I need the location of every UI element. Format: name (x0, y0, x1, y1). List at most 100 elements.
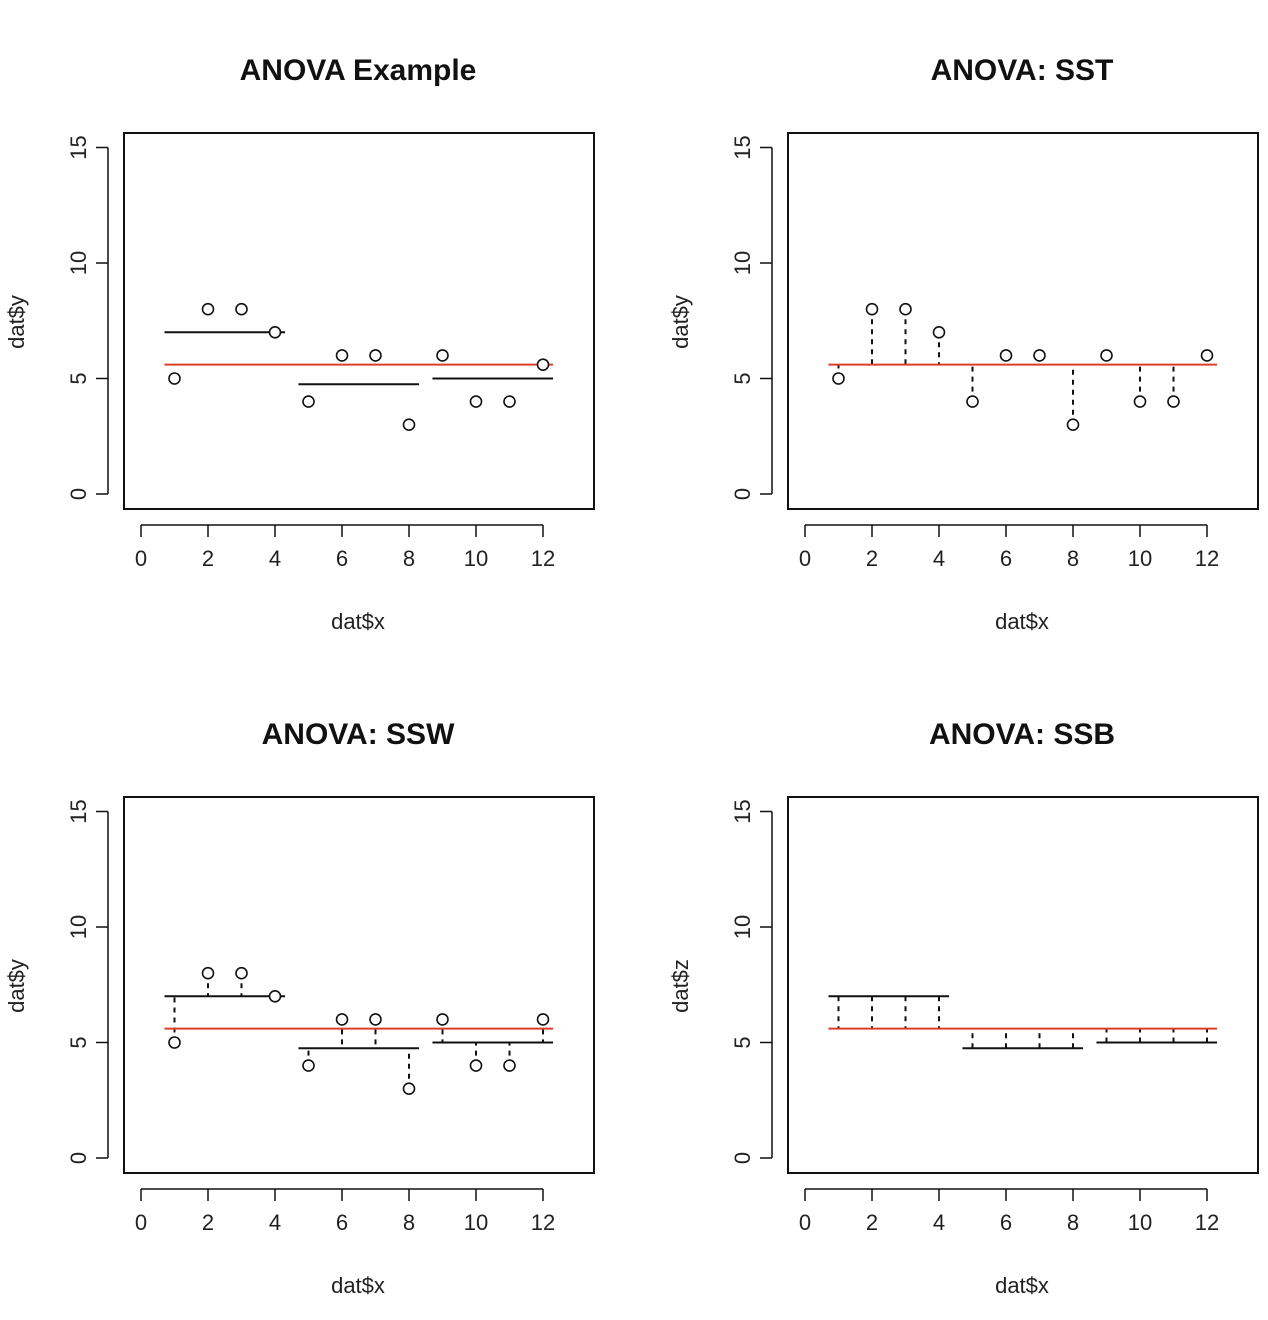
x-tick-label: 8 (403, 1210, 415, 1235)
x-tick-label: 12 (531, 546, 555, 571)
data-point (168, 1036, 181, 1049)
x-tick-label: 2 (866, 546, 878, 571)
chart-title: ANOVA: SSB (929, 718, 1115, 751)
y-tick-label: 10 (66, 251, 91, 275)
data-point (1167, 395, 1180, 408)
plot-marks (828, 302, 1218, 432)
x-tick-label: 12 (531, 1210, 555, 1235)
data-point (369, 349, 382, 362)
data-point (999, 349, 1013, 362)
chart-title: ANOVA: SST (931, 54, 1114, 87)
data-point (966, 395, 979, 408)
y-axis-label: dat$y (668, 295, 693, 349)
x-tick-label: 6 (336, 546, 348, 571)
x-axis-label: dat$x (331, 609, 385, 634)
x-axis: 0 2 4 6 8 10 12 (799, 1188, 1219, 1235)
data-point (335, 349, 349, 362)
y-tick-label: 5 (66, 372, 91, 384)
y-tick-label: 0 (730, 1152, 755, 1164)
y-tick-label: 5 (730, 1036, 755, 1048)
data-point (268, 325, 282, 339)
data-point (436, 349, 449, 362)
x-tick-label: 4 (269, 546, 281, 571)
data-point (1133, 395, 1147, 408)
y-tick-label: 15 (66, 799, 91, 823)
y-tick-label: 10 (730, 251, 755, 275)
x-tick-label: 10 (1128, 1210, 1152, 1235)
data-point (335, 1013, 349, 1026)
chart-title: ANOVA Example (240, 54, 477, 87)
x-tick-label: 0 (135, 1210, 147, 1235)
data-point (865, 302, 879, 316)
data-point (369, 1013, 382, 1026)
y-axis: 0 5 10 15 (730, 135, 773, 500)
x-tick-label: 6 (1000, 1210, 1012, 1235)
x-axis-label: dat$x (331, 1273, 385, 1298)
y-tick-label: 15 (730, 799, 755, 823)
y-axis-label: dat$y (4, 295, 29, 349)
y-tick-label: 15 (730, 135, 755, 159)
data-point (268, 989, 282, 1003)
y-tick-label: 10 (66, 915, 91, 939)
x-tick-label: 12 (1195, 546, 1219, 571)
x-tick-label: 6 (1000, 546, 1012, 571)
data-point (235, 302, 248, 316)
x-tick-label: 4 (933, 546, 945, 571)
data-point (302, 1059, 315, 1072)
x-tick-label: 10 (1128, 546, 1152, 571)
x-axis: 0 2 4 6 8 10 12 (135, 1188, 555, 1235)
plot-frame (787, 132, 1259, 510)
y-axis-label: dat$z (668, 959, 693, 1013)
data-point (536, 1013, 550, 1026)
x-axis: 0 2 4 6 8 10 12 (799, 524, 1219, 571)
data-point (469, 395, 483, 408)
data-point (302, 395, 315, 408)
chart-panel-4: ANOVA: SSB 0 2 4 6 8 10 12 dat$x 0 5 10 15 dat$z (668, 718, 1259, 1298)
x-axis: 0 2 4 6 8 10 12 (135, 524, 555, 571)
data-point (1033, 349, 1046, 362)
y-tick-label: 0 (730, 488, 755, 500)
plot-marks (828, 995, 1218, 1050)
data-point (832, 372, 845, 385)
chart-title: ANOVA: SSW (262, 718, 455, 751)
y-tick-label: 0 (66, 488, 91, 500)
data-point (201, 302, 215, 316)
x-tick-label: 2 (202, 1210, 214, 1235)
y-tick-label: 15 (66, 135, 91, 159)
x-tick-label: 4 (933, 1210, 945, 1235)
data-point (436, 1013, 449, 1026)
x-tick-label: 0 (799, 1210, 811, 1235)
data-point (899, 302, 912, 316)
data-point (469, 1059, 483, 1072)
x-axis-label: dat$x (995, 1273, 1049, 1298)
data-point (932, 325, 946, 339)
y-tick-label: 0 (66, 1152, 91, 1164)
y-tick-label: 5 (730, 372, 755, 384)
x-tick-label: 0 (135, 546, 147, 571)
plot-frame (787, 796, 1259, 1174)
data-point (235, 966, 248, 980)
data-point (402, 418, 416, 432)
plot-frame (123, 132, 595, 510)
y-axis: 0 5 10 15 (66, 135, 109, 500)
x-tick-label: 8 (403, 546, 415, 571)
y-tick-label: 10 (730, 915, 755, 939)
x-axis-label: dat$x (995, 609, 1049, 634)
plot-marks (164, 302, 554, 432)
data-point (402, 1082, 416, 1096)
data-point (168, 372, 181, 385)
x-tick-label: 10 (464, 546, 488, 571)
x-tick-label: 0 (799, 546, 811, 571)
x-tick-label: 12 (1195, 1210, 1219, 1235)
x-tick-label: 2 (866, 1210, 878, 1235)
y-tick-label: 5 (66, 1036, 91, 1048)
data-point (1200, 349, 1214, 362)
data-point (503, 395, 516, 408)
data-point (503, 1059, 516, 1072)
data-point (201, 966, 215, 980)
y-axis: 0 5 10 15 (66, 799, 109, 1164)
x-tick-label: 10 (464, 1210, 488, 1235)
plot-frame (123, 796, 595, 1174)
y-axis-label: dat$y (4, 959, 29, 1013)
